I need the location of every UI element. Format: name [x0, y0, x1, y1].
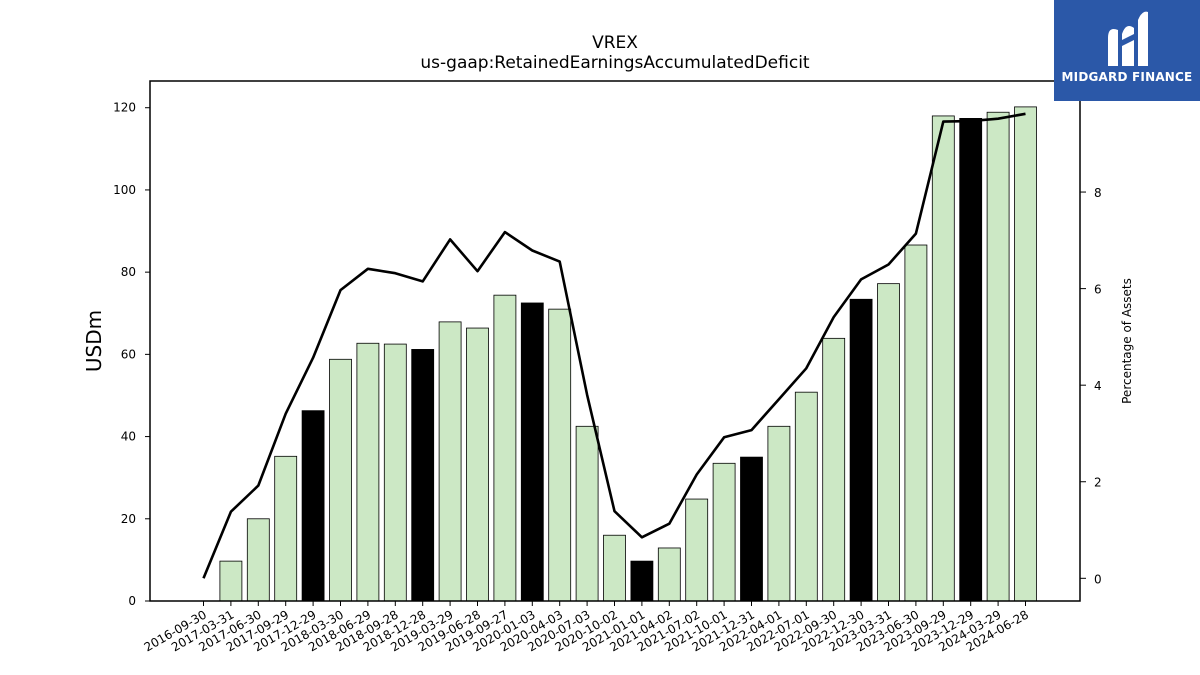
bar [548, 308, 572, 602]
bar [329, 358, 352, 602]
bar [877, 283, 900, 602]
bar [904, 244, 928, 602]
bar [383, 343, 407, 602]
y2-tick-label: 8 [1094, 186, 1102, 200]
bar [931, 115, 955, 602]
bar [740, 456, 763, 602]
y-tick-label: 0 [128, 594, 136, 608]
bar [575, 425, 599, 602]
bar [466, 327, 489, 602]
y2-tick-label: 4 [1094, 379, 1102, 393]
y-tick-label: 20 [121, 512, 136, 526]
y2-tick-label: 0 [1094, 572, 1102, 586]
bar [246, 518, 270, 602]
bar [630, 560, 654, 602]
y2-tick-label: 2 [1094, 476, 1102, 490]
chart-subtitle: us-gaap:RetainedEarningsAccumulatedDefic… [420, 53, 810, 73]
bar [493, 294, 517, 602]
bar [301, 410, 325, 602]
bar [794, 391, 818, 602]
y-tick-label: 40 [121, 430, 136, 444]
bar [1014, 106, 1037, 602]
bar [712, 462, 736, 602]
percentage-line [202, 112, 1026, 579]
y-tick-label: 120 [113, 101, 136, 115]
chart-title: VREX [592, 33, 638, 53]
y2-axis-label: Percentage of Assets [1120, 278, 1134, 404]
bar [520, 302, 544, 602]
midgard-logo-icon [1108, 11, 1148, 66]
bar [438, 321, 462, 602]
bar [657, 547, 681, 602]
bar [219, 560, 243, 602]
bar [849, 298, 873, 602]
bar [959, 118, 983, 602]
y-axis-label: USDm [82, 310, 106, 372]
logo-text: MIDGARD FINANCE [1061, 70, 1193, 84]
bar [986, 111, 1010, 602]
bar [356, 342, 380, 602]
bar [274, 455, 298, 602]
bar [822, 337, 846, 602]
y2-tick-label: 6 [1094, 283, 1102, 297]
bar [411, 349, 435, 602]
bar [685, 498, 709, 602]
y-tick-label: 60 [121, 347, 136, 361]
y-tick-label: 100 [113, 183, 136, 197]
midgard-logo: MIDGARD FINANCE [1054, 0, 1200, 101]
bar [767, 425, 791, 602]
bar [603, 534, 626, 602]
y-tick-label: 80 [121, 265, 136, 279]
